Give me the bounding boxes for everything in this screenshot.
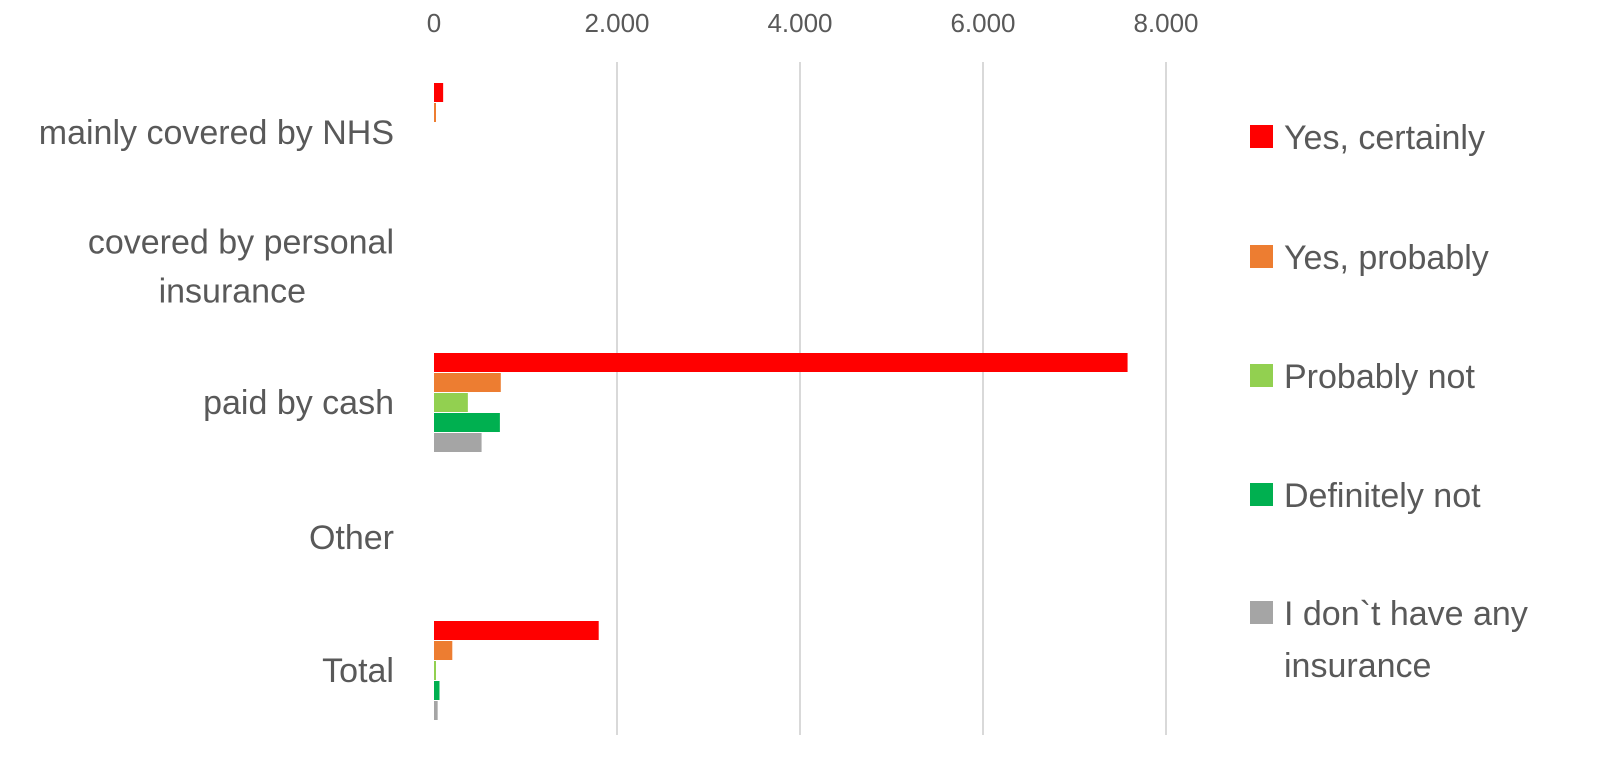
x-axis-ticks: 0 2.000 4.000 6.000 8.000: [427, 8, 1199, 38]
category-labels: mainly covered by NHS covered by personal…: [39, 114, 394, 690]
legend-swatch: [1250, 125, 1273, 148]
x-tick-label: 6.000: [950, 8, 1015, 38]
legend-label: Yes, certainly: [1284, 119, 1485, 157]
x-tick-label: 4.000: [767, 8, 832, 38]
bar-definitely-not: [434, 413, 500, 432]
legend-swatch: [1250, 364, 1273, 387]
legend-label: Probably not: [1284, 358, 1475, 396]
x-tick-label: 2.000: [584, 8, 649, 38]
bar-yes-certainly: [434, 83, 444, 102]
bar-probably-not: [434, 661, 436, 680]
bar-yes-certainly: [434, 353, 1128, 372]
bars: [434, 83, 1128, 720]
bar-yes-certainly: [434, 621, 599, 640]
legend-label: Definitely not: [1284, 477, 1481, 515]
bar-probably-not: [434, 393, 468, 412]
x-tick-label: 8.000: [1133, 8, 1198, 38]
legend-swatch: [1250, 245, 1273, 268]
bar-yes-probably: [434, 641, 453, 660]
category-label: mainly covered by NHS: [39, 114, 394, 152]
bar-i-don-t-have-any-insurance: [434, 433, 482, 452]
legend: Yes, certainly Yes, probably Probably not D…: [1250, 119, 1528, 685]
category-label: Total: [322, 652, 394, 690]
legend-swatch: [1250, 483, 1273, 506]
legend-label: I don`t have any insurance: [1284, 595, 1528, 685]
x-tick-label: 0: [427, 8, 441, 38]
bar-yes-probably: [434, 373, 501, 392]
legend-label: Yes, probably: [1284, 239, 1489, 277]
category-label: covered by personal insurance: [88, 224, 394, 311]
bar-i-don-t-have-any-insurance: [434, 701, 438, 720]
bar-definitely-not: [434, 681, 440, 700]
bar-yes-probably: [434, 103, 436, 122]
grid-lines: [616, 62, 1167, 735]
legend-swatch: [1250, 601, 1273, 624]
category-label: paid by cash: [203, 384, 394, 422]
category-label: Other: [309, 519, 394, 557]
